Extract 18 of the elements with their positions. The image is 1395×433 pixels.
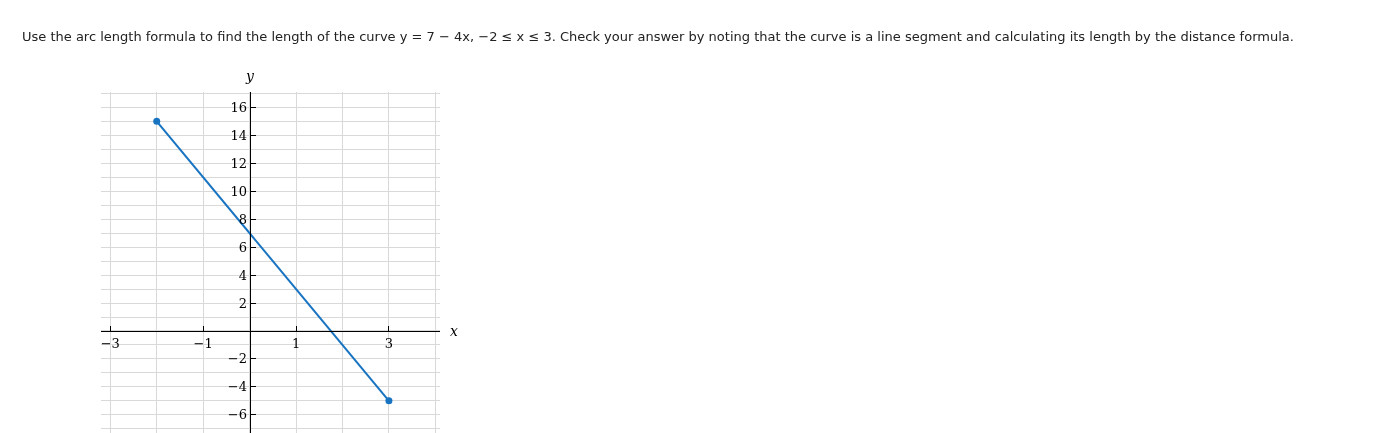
x-axis-title: x xyxy=(450,323,458,339)
y-tick-label: 14 xyxy=(230,127,247,143)
y-tick-label: 16 xyxy=(230,99,247,115)
y-axis-title: y xyxy=(245,68,255,84)
y-tick-label: −4 xyxy=(227,379,247,395)
y-tick-label: −2 xyxy=(227,351,247,367)
y-tick-label: 8 xyxy=(238,211,247,227)
y-tick-label: 10 xyxy=(230,183,247,199)
x-tick-label: 1 xyxy=(291,335,301,351)
y-tick-label: 6 xyxy=(238,239,247,255)
y-tick-label: 12 xyxy=(230,155,247,171)
x-tick-label: 3 xyxy=(384,335,394,351)
x-tick-label: −3 xyxy=(100,335,120,351)
y-tick-label: 2 xyxy=(238,295,247,311)
y-tick-label: −6 xyxy=(227,407,247,423)
text: Use the arc length formula to find the length of the curve y = 7 − 4x, −2 ≤ x ≤ 3. Check your answer by noting that the curve is a line segment and calculating its length by the distance formula. xyxy=(22,28,1294,44)
x-tick-label: −1 xyxy=(193,335,213,351)
y-tick-label: 4 xyxy=(238,267,247,283)
